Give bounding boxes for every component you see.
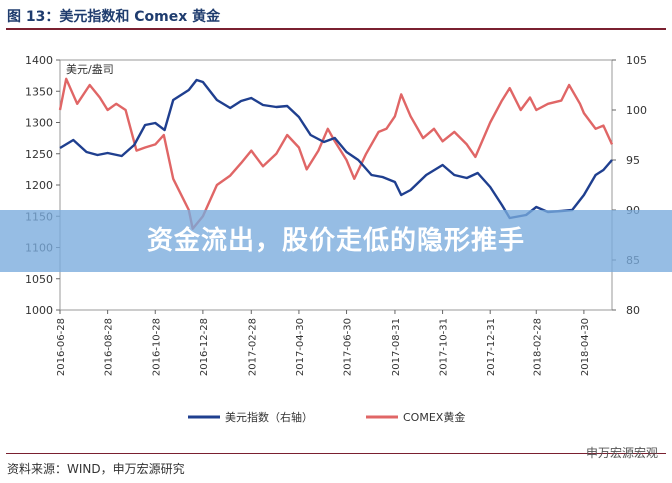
x-tick-label: 2016-06-28 (56, 318, 67, 376)
left-tick-label: 1200 (25, 179, 53, 192)
left-tick-label: 1350 (25, 85, 53, 98)
right-tick-label: 100 (626, 104, 647, 117)
title-rule (6, 28, 666, 30)
x-tick-label: 2016-08-28 (104, 318, 115, 376)
right-tick-label: 95 (626, 154, 640, 167)
overlay-banner: 资金流出，股价走低的隐形推手 (0, 210, 672, 272)
left-tick-label: 1400 (25, 54, 53, 67)
banner-text: 资金流出，股价走低的隐形推手 (146, 226, 525, 256)
x-tick-label: 2017-04-30 (295, 318, 306, 376)
right-tick-label: 105 (626, 54, 647, 67)
x-tick-label: 2017-12-31 (486, 318, 497, 376)
x-tick-label: 2018-04-30 (580, 318, 591, 376)
unit-annotation: 美元/盎司 (66, 62, 114, 76)
x-tick-label: 2017-02-28 (247, 318, 258, 376)
source-note: 资料来源：WIND，申万宏源研究 (7, 462, 185, 476)
left-tick-label: 1050 (25, 273, 53, 286)
x-tick-label: 2017-06-30 (343, 318, 354, 376)
x-tick-label: 2017-10-31 (439, 318, 450, 376)
x-tick-label: 2018-02-28 (532, 318, 543, 376)
x-tick-label: 2017-08-31 (391, 318, 402, 376)
bottom-rule (6, 453, 666, 454)
x-tick-label: 2016-12-28 (199, 318, 210, 376)
watermark-label: 申万宏源宏观 (585, 446, 658, 460)
left-tick-label: 1000 (25, 304, 53, 317)
series-line-gold (58, 77, 614, 231)
left-tick-label: 1300 (25, 117, 53, 130)
right-tick-label: 80 (626, 304, 640, 317)
chart-lines (58, 77, 614, 231)
legend-gold-label: COMEX黄金 (403, 410, 465, 424)
x-tick-label: 2016-10-28 (151, 318, 162, 376)
chart-legend: 美元指数（右轴） COMEX黄金 (188, 410, 465, 424)
legend-dxy-label: 美元指数（右轴） (225, 410, 313, 424)
left-tick-label: 1250 (25, 148, 53, 161)
figure-title: 图 13：美元指数和 Comex 黄金 (7, 9, 221, 25)
